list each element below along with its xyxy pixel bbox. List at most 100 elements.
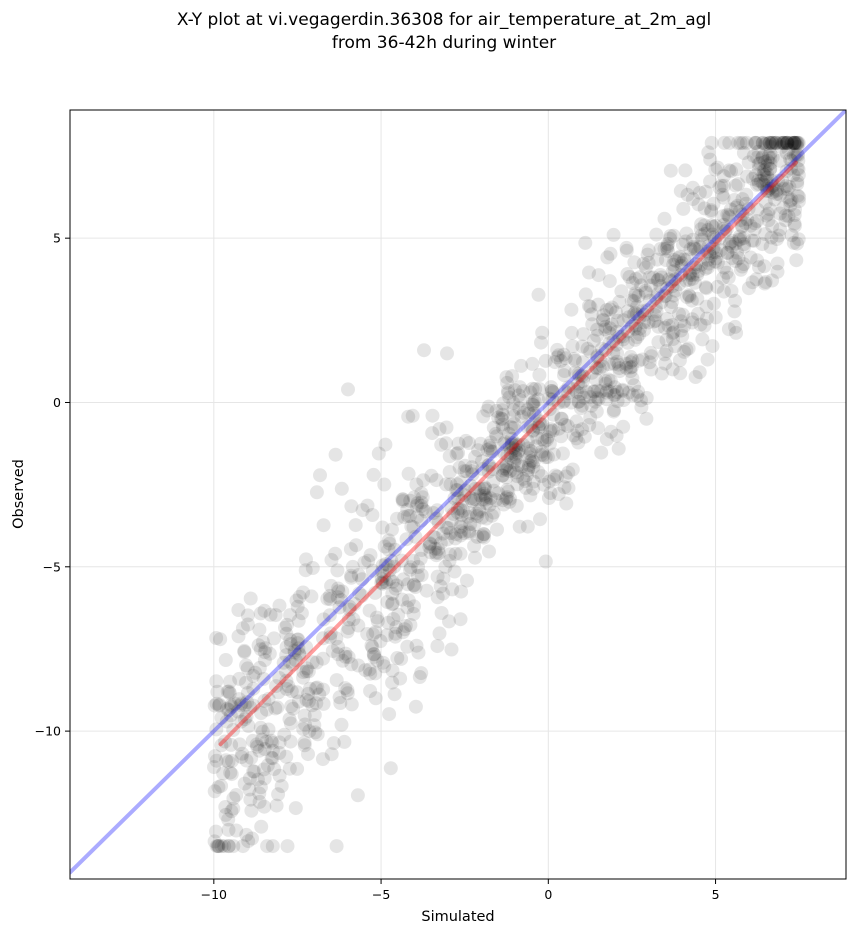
scatter-point (500, 448, 515, 463)
scatter-point (786, 148, 801, 163)
scatter-point (332, 600, 347, 615)
scatter-point (521, 463, 535, 477)
scatter-point (305, 698, 320, 713)
scatter-point (395, 592, 410, 607)
scatter-point (531, 287, 546, 302)
scatter-point (790, 188, 805, 203)
scatter-point (301, 664, 316, 679)
scatter-point (425, 408, 440, 423)
scatter-point (246, 681, 261, 696)
scatter-point (762, 202, 777, 217)
chart-title-line-2: from 36-42h during winter (332, 33, 556, 53)
scatter-point (590, 322, 605, 337)
scatter-point (520, 519, 535, 534)
scatter-point (531, 465, 546, 479)
scatter-point (382, 536, 397, 551)
scatter-point (654, 366, 669, 381)
scatter-point (791, 168, 806, 183)
scatter-point (384, 522, 399, 537)
scatter-point (571, 366, 586, 381)
scatter-point (558, 351, 573, 366)
scatter-point (326, 736, 341, 751)
scatter-point (575, 422, 589, 437)
scatter-point (583, 344, 598, 359)
scatter-point (444, 642, 459, 657)
scatter-point (612, 329, 627, 344)
scatter-point (760, 166, 774, 181)
scatter-point (657, 320, 672, 335)
scatter-point (482, 457, 497, 472)
scatter-point (570, 423, 585, 438)
scatter-point (593, 384, 608, 399)
scatter-point (512, 380, 527, 395)
scatter-point (786, 168, 801, 183)
scatter-point (357, 555, 372, 570)
scatter-point (239, 675, 253, 690)
scatter-point (716, 284, 731, 299)
scatter-point (755, 150, 770, 165)
scatter-point (525, 453, 540, 468)
scatter-point (283, 632, 298, 647)
scatter-point (516, 384, 531, 399)
scatter-point (475, 461, 490, 476)
scatter-point (685, 271, 700, 286)
scatter-point (779, 135, 794, 150)
scatter-point (538, 554, 553, 569)
scatter-point (596, 312, 610, 327)
scatter-point (328, 447, 343, 462)
scatter-point (404, 519, 419, 534)
scatter-point (610, 385, 625, 399)
scatter-point (412, 670, 427, 684)
scatter-point (240, 661, 255, 676)
scatter-point (595, 341, 609, 356)
scatter-point (575, 374, 590, 389)
scatter-point (507, 383, 522, 398)
scatter-point (787, 135, 802, 150)
scatter-point (495, 407, 510, 422)
scatter-point (236, 839, 250, 854)
scatter-point (507, 463, 522, 478)
scatter-point (305, 655, 320, 670)
scatter-point (780, 190, 795, 205)
scatter-point (297, 708, 312, 723)
scatter-point (785, 135, 800, 150)
scatter-point (546, 407, 561, 422)
scatter-point (272, 671, 287, 685)
scatter-point (598, 322, 613, 337)
scatter-point (260, 758, 275, 773)
scatter-point (638, 260, 653, 275)
scatter-point (254, 819, 269, 834)
scatter-point (592, 361, 607, 376)
scatter-point (214, 778, 229, 793)
scatter-point (758, 275, 773, 289)
scatter-point (697, 318, 712, 333)
scatter-point (373, 634, 388, 648)
scatter-point (409, 638, 424, 653)
scatter-point (642, 293, 657, 308)
scatter-point (451, 491, 466, 505)
scatter-point (503, 440, 517, 455)
scatter-point (413, 551, 428, 566)
scatter-point (221, 754, 236, 769)
scatter-point (661, 244, 675, 258)
scatter-point (591, 268, 606, 283)
scatter-point (625, 371, 640, 386)
scatter-point (407, 599, 421, 614)
scatter-point (509, 498, 524, 513)
scatter-point (407, 577, 421, 592)
scatter-point (607, 356, 622, 371)
scatter-point (669, 254, 684, 269)
scatter-point (584, 398, 599, 413)
scatter-point (697, 226, 712, 241)
scatter-point (532, 368, 547, 382)
scatter-point (241, 719, 256, 733)
scatter-point (365, 563, 380, 578)
scatter-point (644, 362, 659, 377)
scatter-point (453, 475, 468, 490)
scatter-point (641, 315, 656, 330)
scatter-point (471, 443, 486, 458)
scatter-point (329, 839, 344, 854)
scatter-point (619, 243, 634, 258)
scatter-point (586, 333, 601, 348)
scatter-point (489, 429, 504, 444)
